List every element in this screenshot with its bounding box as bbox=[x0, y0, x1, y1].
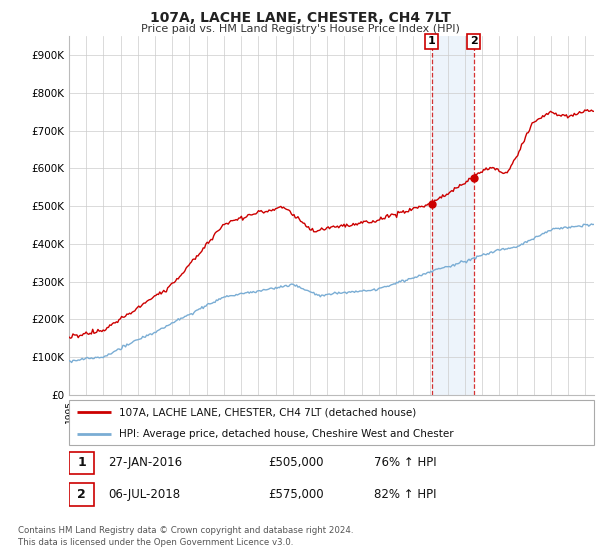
Text: 107A, LACHE LANE, CHESTER, CH4 7LT: 107A, LACHE LANE, CHESTER, CH4 7LT bbox=[149, 11, 451, 25]
Text: Price paid vs. HM Land Registry's House Price Index (HPI): Price paid vs. HM Land Registry's House … bbox=[140, 24, 460, 34]
Text: 82% ↑ HPI: 82% ↑ HPI bbox=[373, 488, 436, 501]
Text: 76% ↑ HPI: 76% ↑ HPI bbox=[373, 456, 436, 469]
Text: HPI: Average price, detached house, Cheshire West and Chester: HPI: Average price, detached house, Ches… bbox=[119, 428, 454, 438]
Text: 1: 1 bbox=[428, 36, 436, 46]
Text: £575,000: £575,000 bbox=[269, 488, 324, 501]
Text: 27-JAN-2016: 27-JAN-2016 bbox=[109, 456, 182, 469]
Text: £505,000: £505,000 bbox=[269, 456, 324, 469]
Text: Contains HM Land Registry data © Crown copyright and database right 2024.
This d: Contains HM Land Registry data © Crown c… bbox=[18, 526, 353, 547]
Text: 107A, LACHE LANE, CHESTER, CH4 7LT (detached house): 107A, LACHE LANE, CHESTER, CH4 7LT (deta… bbox=[119, 407, 416, 417]
Text: 2: 2 bbox=[470, 36, 478, 46]
Text: 06-JUL-2018: 06-JUL-2018 bbox=[109, 488, 181, 501]
Bar bbox=[431, 36, 473, 395]
Bar bbox=[69, 483, 94, 506]
Text: 2: 2 bbox=[77, 488, 86, 501]
Bar bbox=[69, 451, 94, 474]
Text: 1: 1 bbox=[77, 456, 86, 469]
